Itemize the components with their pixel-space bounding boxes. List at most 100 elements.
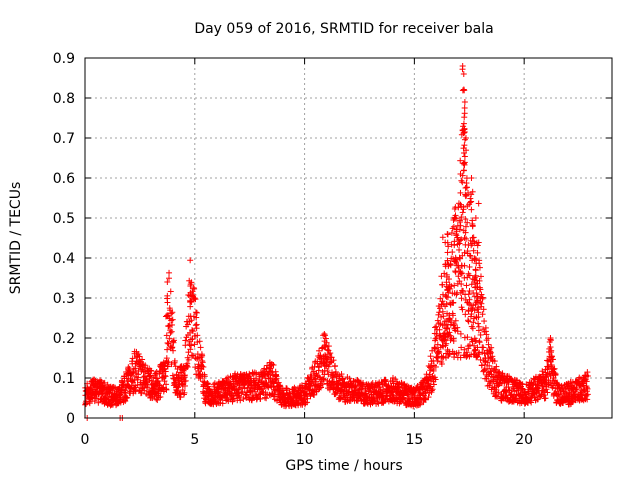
y-axis-label: SRMTID / TECUs — [8, 182, 24, 295]
data-point — [181, 389, 188, 396]
y-tick-label: 0.8 — [53, 91, 75, 107]
data-point — [167, 329, 174, 336]
data-point — [123, 394, 130, 401]
y-tick-label: 0.1 — [53, 371, 75, 387]
data-point — [189, 336, 196, 343]
data-point — [130, 365, 137, 372]
data-point — [219, 400, 226, 407]
data-point — [168, 328, 175, 335]
data-point — [164, 363, 171, 370]
x-tick-label: 5 — [190, 432, 199, 448]
data-points — [82, 63, 591, 421]
data-point — [129, 369, 136, 376]
data-point — [199, 359, 206, 366]
y-tick-label: 0 — [66, 411, 75, 427]
data-point — [171, 357, 178, 364]
data-point — [136, 353, 143, 360]
data-point — [156, 381, 163, 388]
data-point — [170, 347, 177, 354]
data-point — [169, 309, 176, 316]
data-point — [163, 386, 170, 393]
data-point — [197, 375, 204, 382]
data-point — [193, 355, 200, 362]
data-point — [236, 394, 243, 401]
data-point — [140, 374, 147, 381]
data-point — [211, 380, 218, 387]
data-point — [198, 363, 205, 370]
data-point — [191, 285, 198, 292]
x-axis-label: GPS time / hours — [285, 458, 402, 474]
data-point — [223, 394, 230, 401]
data-point — [192, 309, 199, 316]
data-point — [161, 378, 168, 385]
data-point — [201, 373, 208, 380]
data-point — [240, 395, 247, 402]
data-point — [188, 279, 195, 286]
data-point — [167, 288, 174, 295]
data-point — [192, 296, 199, 303]
data-point — [161, 372, 168, 379]
data-point — [169, 321, 176, 328]
y-tick-label: 0.5 — [53, 211, 75, 227]
data-point — [163, 332, 170, 339]
y-tick-label: 0.2 — [53, 331, 75, 347]
data-point — [135, 350, 142, 357]
data-point — [166, 269, 173, 276]
data-point — [200, 363, 207, 370]
data-point — [213, 400, 220, 407]
data-point — [141, 387, 148, 394]
data-point — [148, 378, 155, 385]
y-tick-label: 0.6 — [53, 171, 75, 187]
data-point — [235, 392, 242, 399]
data-point — [193, 314, 200, 321]
x-tick-label: 10 — [296, 432, 314, 448]
data-point — [192, 322, 199, 329]
x-tick-label: 15 — [405, 432, 423, 448]
data-point — [191, 295, 198, 302]
data-point — [129, 372, 136, 379]
data-point — [193, 325, 200, 332]
data-point — [122, 398, 129, 405]
data-point — [199, 357, 206, 364]
data-point — [91, 398, 98, 405]
data-point — [182, 377, 189, 384]
data-point — [188, 317, 195, 324]
data-point — [189, 352, 196, 359]
data-point — [139, 356, 146, 363]
data-point — [124, 394, 131, 401]
data-point — [177, 390, 184, 397]
data-point — [142, 362, 149, 369]
data-point — [163, 381, 170, 388]
data-point — [199, 352, 206, 359]
data-point — [194, 332, 201, 339]
y-tick-label: 0.9 — [53, 51, 75, 67]
data-point — [187, 257, 194, 264]
data-point — [129, 355, 136, 362]
data-point — [155, 378, 162, 385]
data-point — [175, 384, 182, 391]
data-point — [230, 395, 237, 402]
data-point — [238, 390, 245, 397]
data-point — [196, 338, 203, 345]
y-tick-label: 0.7 — [53, 131, 75, 147]
y-tick-label: 0.3 — [53, 291, 75, 307]
data-point — [166, 335, 173, 342]
data-point — [169, 316, 176, 323]
data-point — [157, 393, 164, 400]
data-point — [162, 373, 169, 380]
x-tick-label: 0 — [81, 432, 90, 448]
y-tick-label: 0.4 — [53, 251, 75, 267]
data-point — [164, 339, 171, 346]
data-point — [166, 275, 173, 282]
x-tick-label: 20 — [515, 432, 533, 448]
data-point — [188, 342, 195, 349]
data-point — [83, 398, 90, 405]
data-point — [184, 321, 191, 328]
data-point — [169, 372, 176, 379]
data-point — [168, 361, 175, 368]
data-point — [182, 342, 189, 349]
chart-title: Day 059 of 2016, SRMTID for receiver bal… — [194, 21, 493, 37]
data-point — [197, 344, 204, 351]
